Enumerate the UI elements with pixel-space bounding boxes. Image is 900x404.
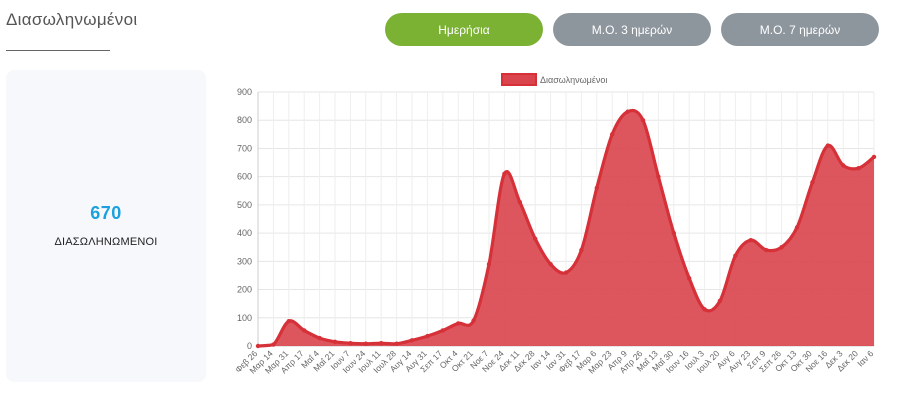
legend-swatch[interactable]	[501, 73, 537, 86]
y-tick-label: 700	[237, 143, 252, 153]
data-point[interactable]	[825, 143, 830, 148]
y-tick-label: 600	[237, 172, 252, 182]
data-point[interactable]	[317, 335, 322, 341]
data-point[interactable]	[302, 328, 307, 333]
avg7-toggle-button[interactable]: Μ.Ο. 7 ημερών	[721, 13, 879, 46]
data-point[interactable]	[425, 333, 430, 339]
data-point[interactable]	[748, 237, 753, 243]
y-tick-label: 400	[237, 228, 252, 238]
avg3-toggle-button[interactable]: Μ.Ο. 3 ημερών	[553, 13, 711, 46]
daily-toggle-button[interactable]: Ημερήσια	[385, 13, 543, 46]
chart-series	[255, 108, 877, 349]
legend-label[interactable]: Διασωληνωμένοι	[540, 75, 607, 85]
data-point[interactable]	[255, 343, 261, 349]
data-point[interactable]	[533, 236, 538, 241]
chart-legend: Διασωληνωμένοι	[501, 73, 607, 86]
data-point[interactable]	[409, 338, 415, 343]
y-tick-label: 200	[237, 285, 252, 295]
data-point[interactable]	[471, 318, 476, 323]
data-point[interactable]	[871, 154, 877, 160]
data-point[interactable]	[440, 328, 445, 333]
data-point[interactable]	[548, 261, 553, 267]
data-point[interactable]	[594, 185, 599, 191]
data-point[interactable]	[502, 171, 507, 177]
series-area	[258, 110, 874, 346]
stat-value: 670	[90, 203, 122, 223]
y-tick-label: 500	[237, 200, 252, 210]
data-point[interactable]	[702, 307, 707, 312]
data-point[interactable]	[363, 341, 368, 346]
data-point[interactable]	[579, 247, 584, 253]
data-point[interactable]	[764, 247, 769, 253]
data-point[interactable]	[794, 225, 800, 230]
data-point[interactable]	[271, 342, 276, 347]
data-point[interactable]	[332, 339, 338, 344]
y-axis: 0 100 200 300 400 500 600 700 800 900	[237, 87, 259, 351]
data-point[interactable]	[517, 199, 522, 205]
data-point[interactable]	[656, 174, 661, 179]
data-point[interactable]	[733, 253, 738, 258]
data-point[interactable]	[486, 261, 492, 267]
y-tick-label: 0	[247, 341, 252, 351]
y-tick-label: 300	[237, 256, 252, 266]
title-underline	[6, 50, 110, 51]
data-point[interactable]	[841, 163, 846, 168]
data-point[interactable]	[456, 321, 461, 326]
data-point[interactable]	[779, 245, 784, 250]
data-point[interactable]	[348, 340, 353, 346]
y-tick-label: 900	[237, 87, 252, 97]
data-point[interactable]	[610, 132, 615, 137]
page-title: Διασωληνωμένοι	[6, 10, 138, 29]
x-tick-label: Ιαν 6	[855, 348, 875, 368]
stat-label: ΔΙΑΣΩΛΗΝΩΜΕΝΟΙ	[54, 236, 158, 248]
data-point[interactable]	[687, 276, 692, 281]
y-tick-label: 800	[237, 115, 252, 125]
data-point[interactable]	[640, 118, 646, 123]
data-point[interactable]	[379, 340, 384, 346]
y-tick-label: 100	[237, 313, 252, 323]
data-point[interactable]	[671, 230, 676, 236]
data-point[interactable]	[856, 166, 861, 171]
data-point[interactable]	[625, 109, 630, 114]
stat-card: 670 ΔΙΑΣΩΛΗΝΩΜΕΝΟΙ	[6, 70, 206, 382]
data-point[interactable]	[286, 318, 291, 324]
data-point[interactable]	[717, 298, 723, 304]
data-point[interactable]	[810, 180, 815, 185]
data-point[interactable]	[563, 270, 569, 275]
data-point[interactable]	[394, 341, 399, 346]
